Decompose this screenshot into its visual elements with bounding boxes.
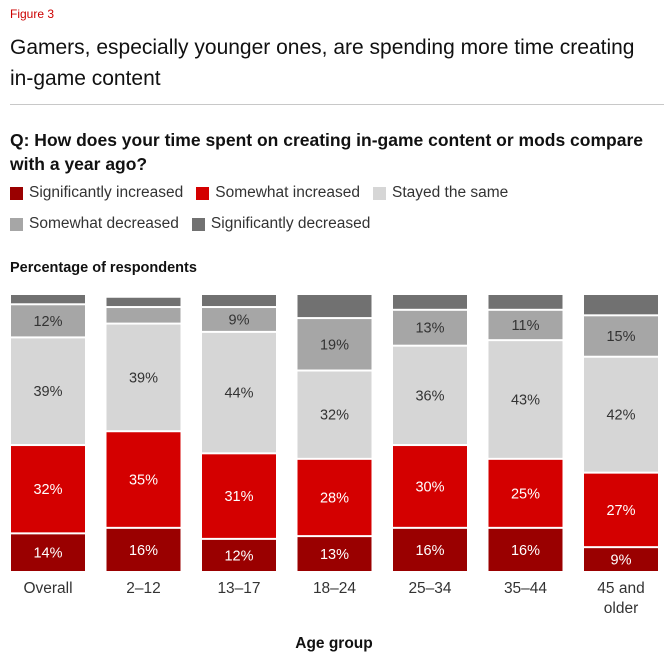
data-label-somewhat-decreased-35-44: 11%: [512, 318, 540, 334]
data-label-somewhat-decreased-overall: 12%: [33, 314, 62, 330]
data-label-somewhat-decreased-18-24: 19%: [320, 337, 349, 353]
bar-segment-somewhat-increased-45-and-older: [584, 473, 658, 547]
bar-segment-somewhat-decreased-13-17: [202, 308, 276, 331]
data-label-significantly-increased-35-44: 16%: [511, 543, 540, 559]
bar-segment-significantly-increased-13-17: [202, 539, 276, 571]
bar-segment-somewhat-decreased-45-and-older: [584, 316, 658, 356]
bar-segment-significantly-increased-overall: [11, 534, 85, 571]
bar-segment-somewhat-decreased-overall: [11, 305, 85, 337]
data-label-stayed-the-same-45-and-older: 42%: [606, 408, 635, 424]
bar-segment-stayed-the-same-25-34: [393, 346, 467, 445]
data-label-somewhat-increased-25-34: 30%: [415, 479, 444, 495]
data-label-significantly-increased-2-12: 16%: [129, 543, 158, 559]
data-label-somewhat-decreased-13-17: 9%: [229, 312, 250, 328]
data-label-significantly-increased-overall: 14%: [33, 546, 62, 562]
data-label-stayed-the-same-13-17: 44%: [224, 386, 253, 402]
chart-title: Gamers, especially younger ones, are spe…: [10, 36, 635, 90]
bar-segment-significantly-decreased-45-and-older: [584, 295, 658, 315]
y-axis-label: Percentage of respondents: [10, 260, 197, 276]
bar-segment-somewhat-increased-25-34: [393, 446, 467, 527]
bar-segment-somewhat-increased-35-44: [488, 459, 563, 527]
divider: [10, 104, 664, 105]
survey-question: Q: How does your time spent on creating …: [10, 130, 644, 174]
bar-segment-significantly-decreased-overall: [11, 295, 85, 304]
bar-segment-somewhat-increased-18-24: [297, 459, 372, 536]
data-label-somewhat-increased-35-44: 25%: [511, 486, 540, 502]
legend: Significantly increased Somewhat increas…: [10, 182, 650, 244]
data-label-significantly-increased-18-24: 13%: [320, 547, 349, 563]
legend-item-significantly-increased: Significantly increased: [10, 184, 183, 202]
bar-segment-somewhat-increased-overall: [11, 446, 85, 533]
legend-swatch: [191, 217, 205, 231]
data-label-somewhat-increased-13-17: 31%: [224, 489, 253, 505]
bar-segment-stayed-the-same-13-17: [202, 332, 276, 453]
bar-segment-somewhat-increased-13-17: [202, 454, 276, 538]
legend-item-stayed-the-same: Stayed the same: [372, 184, 509, 202]
x-tick-label-2-12: 2–12: [126, 580, 160, 597]
x-tick-label-13-17: 13–17: [217, 580, 260, 597]
bar-segment-significantly-increased-35-44: [488, 528, 563, 571]
legend-label: Significantly decreased: [210, 215, 371, 232]
bar-segment-significantly-decreased-2-12: [106, 297, 181, 307]
data-label-somewhat-increased-2-12: 35%: [129, 473, 158, 489]
data-label-significantly-increased-25-34: 16%: [415, 543, 444, 559]
data-label-stayed-the-same-2-12: 39%: [129, 370, 158, 386]
data-label-stayed-the-same-35-44: 43%: [511, 393, 540, 409]
data-label-somewhat-increased-overall: 32%: [33, 482, 62, 498]
legend-swatch: [10, 186, 23, 200]
bar-segment-significantly-increased-2-12: [106, 528, 181, 571]
legend-label: Somewhat decreased: [29, 215, 179, 232]
x-tick-label-35-44: 35–44: [504, 580, 547, 597]
bar-segment-stayed-the-same-35-44: [488, 341, 563, 458]
bar-segment-significantly-decreased-25-34: [393, 295, 467, 309]
legend-label: Somewhat increased: [215, 184, 360, 201]
bar-segment-significantly-increased-45-and-older: [584, 548, 658, 571]
data-label-stayed-the-same-18-24: 32%: [320, 408, 349, 424]
bar-segment-somewhat-decreased-25-34: [393, 310, 467, 345]
bar-segment-significantly-increased-25-34: [393, 528, 467, 571]
bar-segment-stayed-the-same-18-24: [297, 371, 372, 458]
data-label-significantly-increased-45-and-older: 9%: [611, 553, 632, 569]
legend-label: Significantly increased: [29, 184, 184, 201]
bar-segment-significantly-decreased-13-17: [202, 295, 276, 307]
data-label-somewhat-increased-45-and-older: 27%: [606, 503, 635, 519]
figure-label: Figure 3: [10, 7, 55, 21]
legend-swatch: [372, 186, 386, 200]
legend-swatch: [196, 186, 210, 200]
data-label-stayed-the-same-25-34: 36%: [415, 388, 444, 404]
data-label-stayed-the-same-overall: 39%: [33, 384, 62, 400]
bar-segment-somewhat-decreased-35-44: [488, 310, 563, 340]
bar-segment-stayed-the-same-45-and-older: [584, 357, 658, 472]
legend-label: Stayed the same: [391, 184, 509, 201]
legend-swatch: [10, 217, 23, 231]
x-tick-label-overall: Overall: [23, 580, 72, 597]
data-label-somewhat-decreased-25-34: 13%: [415, 321, 444, 337]
bar-segment-significantly-decreased-18-24: [297, 295, 372, 318]
data-label-somewhat-increased-18-24: 28%: [320, 490, 349, 506]
legend-item-somewhat-decreased: Somewhat decreased: [10, 215, 179, 233]
stacked-bar-chart: 14% 32% 39% 12% Overall 16% 35% 39% 2–12 12% 31% 44…: [11, 295, 658, 617]
legend-item-significantly-decreased: Significantly decreased: [191, 215, 371, 233]
legend-item-somewhat-increased: Somewhat increased: [196, 184, 360, 202]
data-label-somewhat-decreased-45-and-older: 15%: [606, 329, 635, 345]
data-label-significantly-increased-13-17: 12%: [224, 548, 253, 564]
bar-segment-significantly-increased-18-24: [297, 537, 372, 571]
x-tick-label-25-34: 25–34: [408, 580, 451, 597]
bar-segment-significantly-decreased-35-44: [488, 295, 563, 309]
bar-segment-somewhat-decreased-18-24: [297, 319, 372, 370]
x-axis-label: Age group: [295, 635, 373, 652]
bar-segment-stayed-the-same-2-12: [106, 324, 181, 431]
bar-segment-somewhat-decreased-2-12: [106, 308, 181, 323]
x-tick-label-45-and-older: 45 and older: [597, 580, 644, 617]
x-tick-label-18-24: 18–24: [313, 580, 356, 597]
bar-segment-somewhat-increased-2-12: [106, 432, 181, 527]
bar-segment-stayed-the-same-overall: [11, 338, 85, 445]
